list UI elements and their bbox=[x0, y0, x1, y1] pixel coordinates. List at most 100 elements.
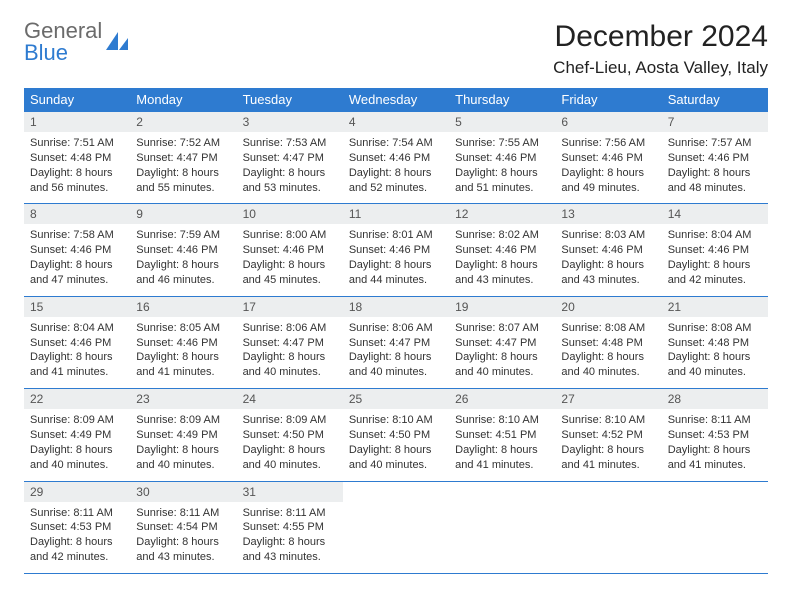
calendar-table: SundayMondayTuesdayWednesdayThursdayFrid… bbox=[24, 88, 768, 574]
day-number: 13 bbox=[555, 204, 661, 224]
calendar-cell: 4Sunrise: 7:54 AMSunset: 4:46 PMDaylight… bbox=[343, 112, 449, 204]
day-number: 7 bbox=[662, 112, 768, 132]
day-number: 23 bbox=[130, 389, 236, 409]
calendar-cell: 18Sunrise: 8:06 AMSunset: 4:47 PMDayligh… bbox=[343, 296, 449, 388]
calendar-cell: 25Sunrise: 8:10 AMSunset: 4:50 PMDayligh… bbox=[343, 389, 449, 481]
calendar-cell: 24Sunrise: 8:09 AMSunset: 4:50 PMDayligh… bbox=[237, 389, 343, 481]
calendar-cell: 30Sunrise: 8:11 AMSunset: 4:54 PMDayligh… bbox=[130, 481, 236, 573]
day-details: Sunrise: 8:11 AMSunset: 4:54 PMDaylight:… bbox=[130, 502, 236, 573]
day-details: Sunrise: 8:01 AMSunset: 4:46 PMDaylight:… bbox=[343, 224, 449, 295]
calendar-cell: 13Sunrise: 8:03 AMSunset: 4:46 PMDayligh… bbox=[555, 204, 661, 296]
day-number: 29 bbox=[24, 482, 130, 502]
day-number: 8 bbox=[24, 204, 130, 224]
calendar-cell: 31Sunrise: 8:11 AMSunset: 4:55 PMDayligh… bbox=[237, 481, 343, 573]
day-details: Sunrise: 8:11 AMSunset: 4:53 PMDaylight:… bbox=[662, 409, 768, 480]
day-number: 20 bbox=[555, 297, 661, 317]
day-number: 31 bbox=[237, 482, 343, 502]
calendar-cell: 21Sunrise: 8:08 AMSunset: 4:48 PMDayligh… bbox=[662, 296, 768, 388]
day-details: Sunrise: 8:08 AMSunset: 4:48 PMDaylight:… bbox=[555, 317, 661, 388]
day-number-empty bbox=[555, 482, 661, 502]
day-number: 24 bbox=[237, 389, 343, 409]
calendar-cell: 16Sunrise: 8:05 AMSunset: 4:46 PMDayligh… bbox=[130, 296, 236, 388]
calendar-cell: 26Sunrise: 8:10 AMSunset: 4:51 PMDayligh… bbox=[449, 389, 555, 481]
day-number: 6 bbox=[555, 112, 661, 132]
calendar-cell: 22Sunrise: 8:09 AMSunset: 4:49 PMDayligh… bbox=[24, 389, 130, 481]
day-number: 1 bbox=[24, 112, 130, 132]
day-details: Sunrise: 8:11 AMSunset: 4:55 PMDaylight:… bbox=[237, 502, 343, 573]
calendar-cell bbox=[555, 481, 661, 573]
calendar-week-row: 1Sunrise: 7:51 AMSunset: 4:48 PMDaylight… bbox=[24, 112, 768, 204]
page-title: December 2024 bbox=[553, 20, 768, 54]
day-details: Sunrise: 7:59 AMSunset: 4:46 PMDaylight:… bbox=[130, 224, 236, 295]
day-details: Sunrise: 8:04 AMSunset: 4:46 PMDaylight:… bbox=[662, 224, 768, 295]
day-details: Sunrise: 8:09 AMSunset: 4:49 PMDaylight:… bbox=[130, 409, 236, 480]
day-details: Sunrise: 8:11 AMSunset: 4:53 PMDaylight:… bbox=[24, 502, 130, 573]
day-number: 19 bbox=[449, 297, 555, 317]
day-number: 16 bbox=[130, 297, 236, 317]
day-number: 9 bbox=[130, 204, 236, 224]
location-text: Chef-Lieu, Aosta Valley, Italy bbox=[553, 58, 768, 78]
day-number: 2 bbox=[130, 112, 236, 132]
day-details: Sunrise: 8:06 AMSunset: 4:47 PMDaylight:… bbox=[343, 317, 449, 388]
weekday-header: Monday bbox=[130, 88, 236, 112]
day-number: 17 bbox=[237, 297, 343, 317]
day-details: Sunrise: 8:02 AMSunset: 4:46 PMDaylight:… bbox=[449, 224, 555, 295]
day-number: 11 bbox=[343, 204, 449, 224]
day-details: Sunrise: 8:00 AMSunset: 4:46 PMDaylight:… bbox=[237, 224, 343, 295]
day-details: Sunrise: 7:53 AMSunset: 4:47 PMDaylight:… bbox=[237, 132, 343, 203]
day-details: Sunrise: 8:03 AMSunset: 4:46 PMDaylight:… bbox=[555, 224, 661, 295]
day-number: 5 bbox=[449, 112, 555, 132]
calendar-cell: 19Sunrise: 8:07 AMSunset: 4:47 PMDayligh… bbox=[449, 296, 555, 388]
day-number: 25 bbox=[343, 389, 449, 409]
calendar-cell: 27Sunrise: 8:10 AMSunset: 4:52 PMDayligh… bbox=[555, 389, 661, 481]
calendar-cell bbox=[343, 481, 449, 573]
calendar-cell: 15Sunrise: 8:04 AMSunset: 4:46 PMDayligh… bbox=[24, 296, 130, 388]
day-number: 26 bbox=[449, 389, 555, 409]
day-details: Sunrise: 8:09 AMSunset: 4:50 PMDaylight:… bbox=[237, 409, 343, 480]
day-number: 27 bbox=[555, 389, 661, 409]
weekday-header: Saturday bbox=[662, 88, 768, 112]
calendar-cell bbox=[449, 481, 555, 573]
calendar-cell: 12Sunrise: 8:02 AMSunset: 4:46 PMDayligh… bbox=[449, 204, 555, 296]
day-number-empty bbox=[343, 482, 449, 502]
weekday-header: Friday bbox=[555, 88, 661, 112]
day-details: Sunrise: 8:10 AMSunset: 4:51 PMDaylight:… bbox=[449, 409, 555, 480]
calendar-cell: 20Sunrise: 8:08 AMSunset: 4:48 PMDayligh… bbox=[555, 296, 661, 388]
day-number: 22 bbox=[24, 389, 130, 409]
day-number: 30 bbox=[130, 482, 236, 502]
calendar-cell: 14Sunrise: 8:04 AMSunset: 4:46 PMDayligh… bbox=[662, 204, 768, 296]
day-number: 15 bbox=[24, 297, 130, 317]
weekday-header: Sunday bbox=[24, 88, 130, 112]
calendar-week-row: 15Sunrise: 8:04 AMSunset: 4:46 PMDayligh… bbox=[24, 296, 768, 388]
calendar-cell: 17Sunrise: 8:06 AMSunset: 4:47 PMDayligh… bbox=[237, 296, 343, 388]
calendar-cell: 28Sunrise: 8:11 AMSunset: 4:53 PMDayligh… bbox=[662, 389, 768, 481]
calendar-week-row: 22Sunrise: 8:09 AMSunset: 4:49 PMDayligh… bbox=[24, 389, 768, 481]
weekday-header: Tuesday bbox=[237, 88, 343, 112]
day-details: Sunrise: 7:57 AMSunset: 4:46 PMDaylight:… bbox=[662, 132, 768, 203]
calendar-cell: 8Sunrise: 7:58 AMSunset: 4:46 PMDaylight… bbox=[24, 204, 130, 296]
calendar-cell: 6Sunrise: 7:56 AMSunset: 4:46 PMDaylight… bbox=[555, 112, 661, 204]
day-details: Sunrise: 7:54 AMSunset: 4:46 PMDaylight:… bbox=[343, 132, 449, 203]
day-details: Sunrise: 8:09 AMSunset: 4:49 PMDaylight:… bbox=[24, 409, 130, 480]
day-details: Sunrise: 8:10 AMSunset: 4:52 PMDaylight:… bbox=[555, 409, 661, 480]
day-number: 14 bbox=[662, 204, 768, 224]
weekday-header: Wednesday bbox=[343, 88, 449, 112]
calendar-week-row: 8Sunrise: 7:58 AMSunset: 4:46 PMDaylight… bbox=[24, 204, 768, 296]
calendar-cell: 9Sunrise: 7:59 AMSunset: 4:46 PMDaylight… bbox=[130, 204, 236, 296]
day-number: 21 bbox=[662, 297, 768, 317]
calendar-cell: 10Sunrise: 8:00 AMSunset: 4:46 PMDayligh… bbox=[237, 204, 343, 296]
day-details: Sunrise: 7:51 AMSunset: 4:48 PMDaylight:… bbox=[24, 132, 130, 203]
day-number-empty bbox=[662, 482, 768, 502]
day-details: Sunrise: 7:58 AMSunset: 4:46 PMDaylight:… bbox=[24, 224, 130, 295]
logo-sail-icon bbox=[104, 30, 130, 52]
day-details: Sunrise: 8:05 AMSunset: 4:46 PMDaylight:… bbox=[130, 317, 236, 388]
calendar-cell: 3Sunrise: 7:53 AMSunset: 4:47 PMDaylight… bbox=[237, 112, 343, 204]
day-details: Sunrise: 7:55 AMSunset: 4:46 PMDaylight:… bbox=[449, 132, 555, 203]
calendar-week-row: 29Sunrise: 8:11 AMSunset: 4:53 PMDayligh… bbox=[24, 481, 768, 573]
calendar-cell bbox=[662, 481, 768, 573]
calendar-cell: 23Sunrise: 8:09 AMSunset: 4:49 PMDayligh… bbox=[130, 389, 236, 481]
brand-part2: Blue bbox=[24, 40, 68, 65]
day-details: Sunrise: 8:07 AMSunset: 4:47 PMDaylight:… bbox=[449, 317, 555, 388]
calendar-cell: 1Sunrise: 7:51 AMSunset: 4:48 PMDaylight… bbox=[24, 112, 130, 204]
weekday-header: Thursday bbox=[449, 88, 555, 112]
